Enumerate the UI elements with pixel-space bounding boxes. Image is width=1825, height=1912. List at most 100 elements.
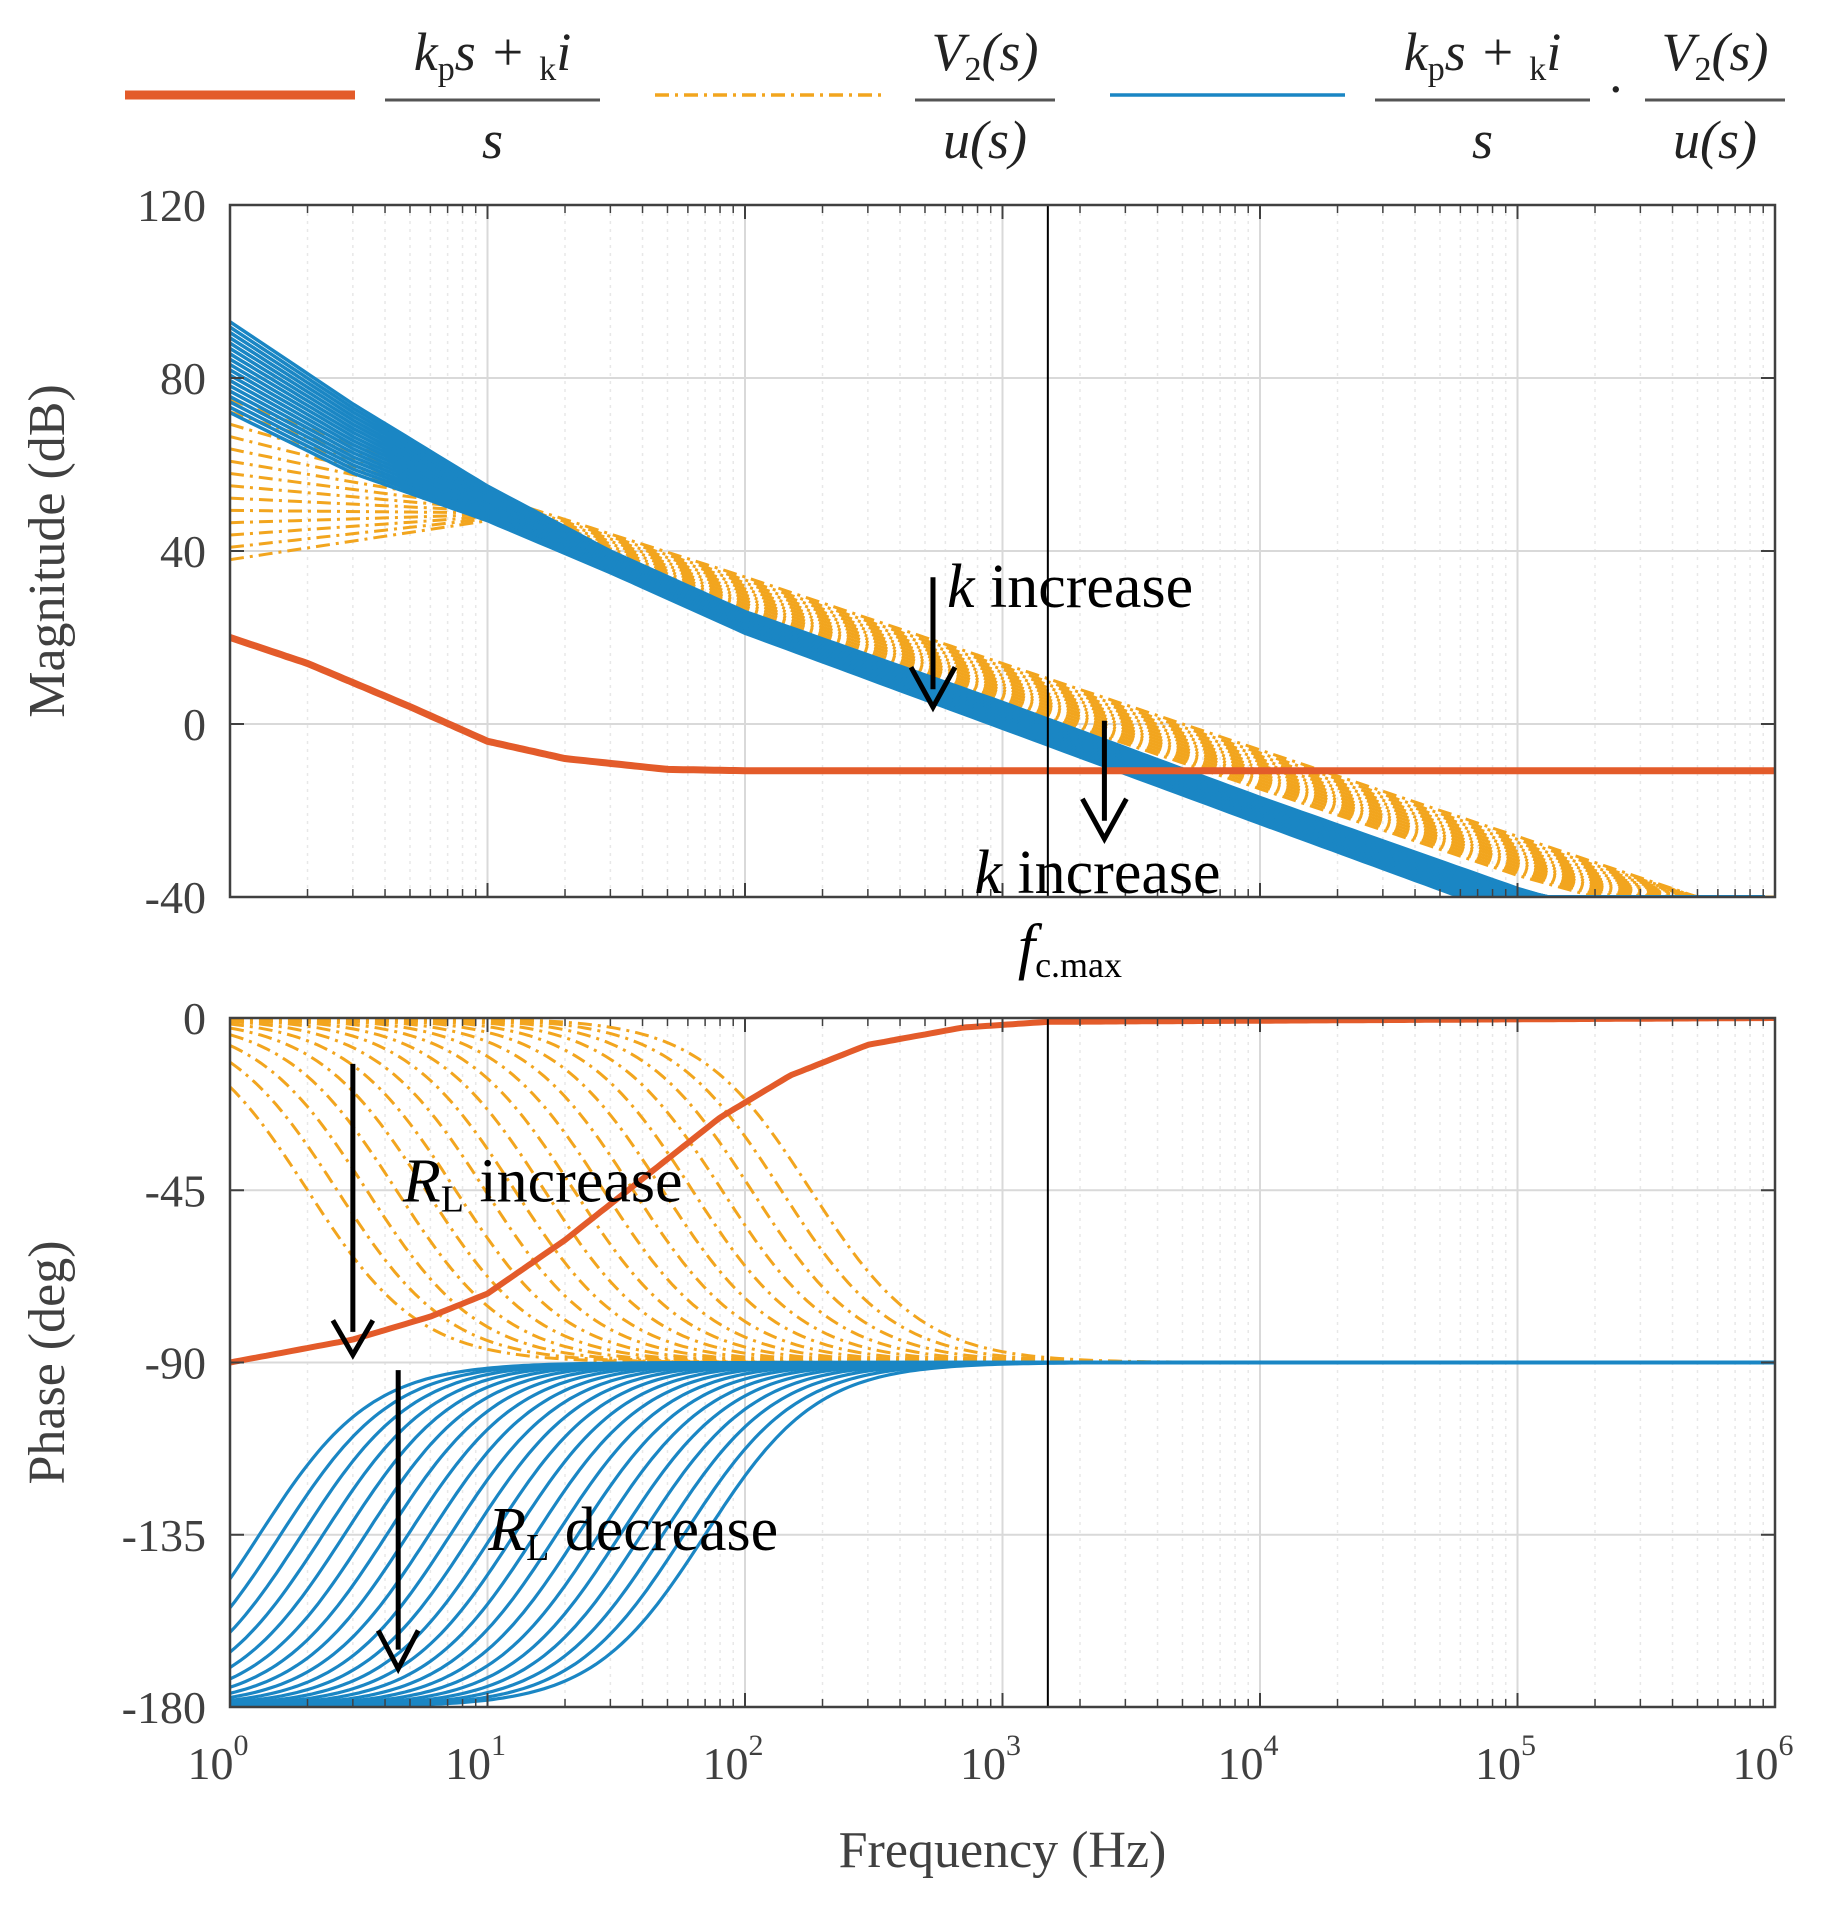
x-tick-label: 100 [188,1729,249,1789]
plant-magnitude-curve [230,517,1775,897]
legend-pi-numerator: kps + ki [414,22,571,88]
k-increase-arrow-head [908,666,958,713]
legend-loop-right-denominator: u(s) [1673,110,1757,170]
rl-increase-arrow-head [330,1319,376,1360]
x-tick-base: 10 [445,1738,491,1789]
plant-magnitude-curve [230,484,1775,897]
y-tick-label: -45 [145,1165,206,1216]
legend-pi-subscript: p [438,51,455,88]
x-tick-base: 10 [1475,1738,1521,1789]
loop-magnitude-curve [230,373,1765,897]
k-increase-label: k increase [974,839,1220,907]
x-tick-base: 10 [1733,1738,1779,1789]
y-tick-label: -180 [122,1682,206,1733]
x-tick-label: 103 [960,1729,1021,1789]
loop-magnitude-curve [230,368,1765,897]
legend-loop-left-subscript: p [1428,51,1445,88]
loop-magnitude-curve [230,384,1765,897]
legend-pi-part: k [414,22,439,82]
x-tick-label: 101 [445,1729,506,1789]
k-increase-text: increase [1002,839,1221,907]
legend-loop-right-part: V [1662,22,1701,82]
y-tick-label: 80 [160,353,206,404]
legend-loop-product-dot: · [1608,59,1622,119]
plant-magnitude-curve [230,472,1775,897]
y-tick-label: 0 [183,993,206,1044]
rl-symbol: R [402,1148,441,1216]
legend-pi-subscript: k [539,51,556,88]
y-tick-label: -40 [145,872,206,923]
rl-increase-label: RL increase [402,1148,683,1221]
x-axis-label: Frequency (Hz) [839,1822,1167,1879]
k-increase-text: increase [975,553,1194,621]
x-tick-exponent: 1 [491,1729,506,1762]
y-tick-label: -90 [145,1338,206,1389]
fc-subscript: c.max [1035,945,1122,985]
k-symbol: k [947,553,976,621]
y-tick-label: 120 [137,180,206,231]
loop-magnitude-curve [230,362,1765,897]
legend-plant-numerator: V2(s) [932,22,1039,88]
plant-magnitude-curve [230,496,1775,897]
rl-subscript: L [526,1527,549,1569]
x-tick-exponent: 6 [1779,1729,1794,1762]
x-tick-base: 10 [703,1738,749,1789]
legend-loop-left-denominator: s [1472,110,1493,170]
plant-magnitude-curve [230,508,1775,897]
x-tick-exponent: 3 [1006,1729,1021,1762]
k-increase-label: k increase [947,553,1193,621]
x-tick-exponent: 0 [234,1729,249,1762]
legend-plant-subscript: 2 [965,51,982,88]
loop-magnitude-curve [230,357,1765,897]
loop-magnitude-curve [230,347,1765,897]
rl-decrease-arrow-head [375,1629,421,1675]
pi-magnitude-line [230,634,1775,775]
legend-pi-part: s + [455,22,539,82]
y-tick-label: 0 [183,699,206,750]
legend-loop-left-part: s + [1445,22,1529,82]
loop-magnitude-curve [230,352,1765,897]
x-tick-label: 106 [1733,1729,1794,1789]
grid [229,204,1776,898]
y-tick-label: 40 [160,526,206,577]
x-tick-base: 10 [1218,1738,1264,1789]
x-tick-exponent: 5 [1521,1729,1536,1762]
rl-symbol: R [487,1496,526,1564]
x-tick-label: 104 [1218,1729,1279,1789]
legend-plant-part: V [932,22,971,82]
rl-subscript: L [441,1179,464,1221]
x-tick-base: 10 [960,1738,1006,1789]
x-tick-base: 10 [188,1738,234,1789]
legend-loop-right-subscript: 2 [1695,51,1712,88]
rl-decrease-text: decrease [549,1496,778,1564]
loop-magnitude-curve [230,320,1765,897]
legend-plant-part: (s) [982,22,1039,82]
fc-max-label: fc.max [1018,913,1122,985]
plant-magnitude-curve [230,515,1775,897]
loop-magnitude-curve [230,389,1765,897]
k-increase-arrow-head [1080,797,1129,844]
x-tick-exponent: 2 [749,1729,764,1762]
legend-pi-denominator: s [482,110,503,170]
legend-loop-left-subscript: k [1529,51,1546,88]
legend-plant-denominator: u(s) [943,110,1027,170]
x-tick-exponent: 4 [1264,1729,1279,1762]
rl-increase-text: increase [464,1148,683,1216]
y-axis-label: Magnitude (dB) [19,384,76,718]
rl-decrease-label: RL decrease [487,1496,778,1569]
k-symbol: k [974,839,1003,907]
grid [229,1017,1776,1708]
y-tick-label: -135 [122,1510,206,1561]
plant-magnitude-curve [230,513,1775,897]
legend-loop-right-numerator: V2(s) [1662,22,1769,88]
loop-magnitude-curve [230,378,1765,897]
legend-pi-part: i [556,22,571,82]
x-tick-label: 105 [1475,1729,1536,1789]
legend-loop-left-part: k [1404,22,1429,82]
y-axis-label: Phase (deg) [19,1240,76,1484]
legend-loop-left-numerator: kps + ki [1404,22,1561,88]
legend-loop-left-part: i [1546,22,1561,82]
x-tick-label: 102 [703,1729,764,1789]
